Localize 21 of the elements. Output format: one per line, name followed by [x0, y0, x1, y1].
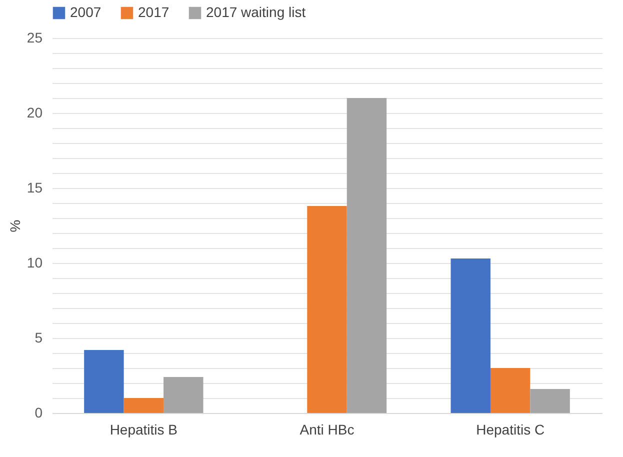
bar [490, 368, 530, 413]
y-tick-label: 20 [26, 104, 43, 120]
bar [450, 258, 490, 413]
y-tick-label: 5 [34, 330, 43, 346]
bar [124, 398, 164, 413]
bar [346, 98, 387, 413]
x-tick-label: Anti HBc [300, 422, 354, 438]
legend-label: 2007 [70, 4, 102, 20]
x-tick-label: Hepatitis C [476, 422, 545, 438]
y-tick-label: 10 [26, 254, 43, 270]
x-tick-label: Hepatitis B [110, 422, 178, 438]
y-axis-title: % [6, 220, 23, 232]
y-tick-label: 0 [34, 404, 43, 420]
bar [307, 206, 347, 413]
y-tick-label: 15 [26, 180, 43, 196]
bar [164, 377, 204, 413]
bar [530, 389, 570, 413]
legend-label: 2017 [138, 4, 170, 20]
bar [84, 350, 124, 413]
y-tick-label: 25 [26, 30, 43, 46]
legend-label: 2017 waiting list [206, 4, 306, 20]
